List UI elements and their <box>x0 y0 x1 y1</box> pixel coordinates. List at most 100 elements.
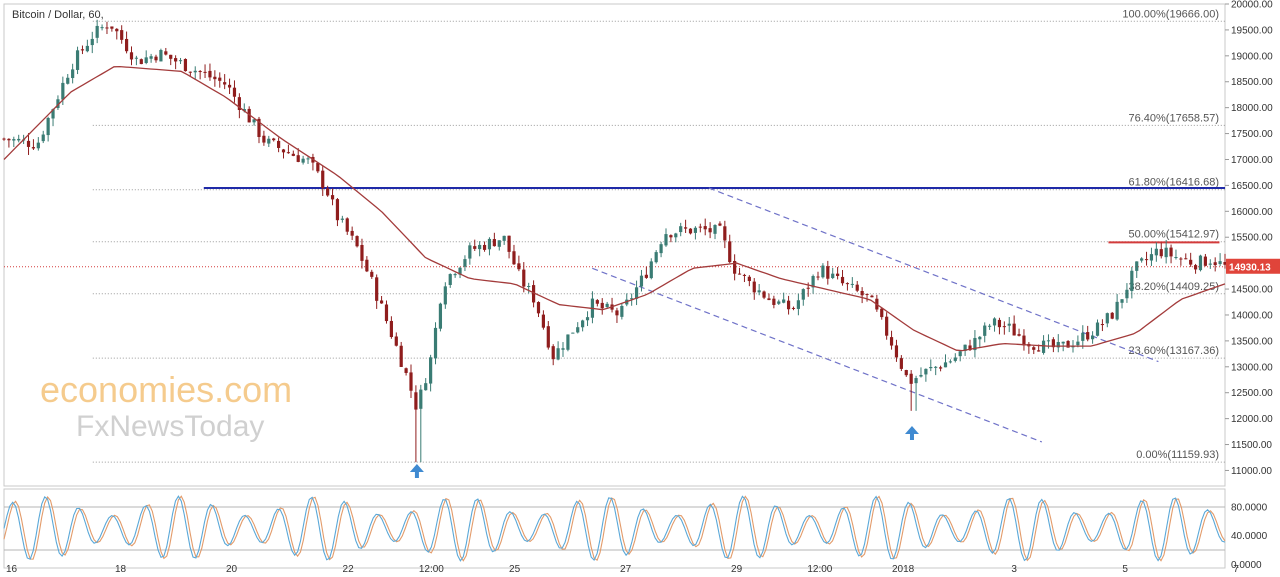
candle-body <box>585 317 590 321</box>
candle-body <box>1041 340 1046 353</box>
candle-body <box>296 155 300 162</box>
candle-body <box>992 318 997 326</box>
candle-body <box>595 300 599 304</box>
candle-body <box>301 158 305 163</box>
candle-body <box>938 367 943 369</box>
candle-body <box>326 188 330 196</box>
candle-body <box>384 304 389 322</box>
candle-body <box>639 275 644 287</box>
candle-body <box>522 269 526 287</box>
candle-body <box>963 344 967 351</box>
candle-body <box>257 118 261 138</box>
candle-body <box>737 273 742 275</box>
x-tick-label: 5 <box>1122 564 1128 575</box>
candle-body <box>188 71 192 73</box>
candle-body <box>845 283 850 285</box>
candle-body <box>684 227 688 229</box>
candle-body <box>713 225 717 234</box>
candle-body <box>806 287 810 289</box>
candle-body <box>458 267 462 275</box>
candle-body <box>129 52 134 60</box>
watermark-line2: FxNewsToday <box>76 410 264 443</box>
candle-body <box>1140 258 1144 261</box>
candle-body <box>394 336 398 346</box>
candle-body <box>1174 257 1178 259</box>
fib-level-label: 76.40%(17658.57) <box>1128 112 1219 124</box>
candle-body <box>1198 255 1203 271</box>
candle-body <box>247 108 251 123</box>
candle-body <box>448 274 452 285</box>
oscillator-tick-label: 80.0000 <box>1231 502 1268 513</box>
candle-body <box>1100 324 1105 326</box>
candle-body <box>1223 261 1227 265</box>
candle-body <box>414 392 418 410</box>
channel-upper-line <box>708 187 1159 363</box>
candle-body <box>786 300 791 310</box>
up-arrow-icon <box>904 426 919 440</box>
chart-title: Bitcoin / Dollar, 60, <box>12 9 104 21</box>
candle-body <box>757 290 761 293</box>
candle-body <box>95 25 99 38</box>
last-price-label: 14930.13 <box>1229 262 1271 273</box>
candle-body <box>531 285 536 303</box>
candle-body <box>1007 323 1011 326</box>
x-tick-label: 22 <box>343 564 355 575</box>
candle-body <box>703 226 707 230</box>
candle-body <box>80 49 85 51</box>
candle-body <box>1002 326 1006 328</box>
candle-body <box>365 259 369 272</box>
y-tick-label: 18000.00 <box>1231 103 1273 114</box>
candle-body <box>502 235 506 241</box>
x-tick-label: 12:00 <box>807 564 832 575</box>
candle-body <box>164 51 168 55</box>
candle-body <box>571 332 575 334</box>
candle-body <box>1164 247 1168 258</box>
candle-body <box>183 58 188 72</box>
fib-level-label: 0.00%(11159.93) <box>1136 449 1219 461</box>
candle-body <box>546 326 550 348</box>
candle-body <box>1169 247 1173 257</box>
candle-body <box>144 57 148 64</box>
candle-body <box>988 325 992 327</box>
candle-body <box>281 149 286 153</box>
candle-body <box>507 235 511 252</box>
candle-body <box>948 361 952 363</box>
candle-body <box>105 27 109 29</box>
fib-level-label: 50.00%(15412.97) <box>1128 229 1219 241</box>
y-tick-label: 11000.00 <box>1231 466 1272 477</box>
candle-body <box>747 276 751 282</box>
candle-body <box>777 301 781 304</box>
candle-body <box>41 134 45 142</box>
candle-body <box>674 233 678 238</box>
candle-body <box>605 303 609 308</box>
candle-body <box>404 368 408 373</box>
candle-body <box>943 362 948 368</box>
candle-body <box>497 240 501 247</box>
stochastic-d-line <box>3 495 1226 562</box>
candle-body <box>56 99 60 109</box>
y-tick-label: 16500.00 <box>1231 181 1273 192</box>
candle-body <box>1208 263 1212 265</box>
candle-body <box>149 56 153 59</box>
candle-body <box>26 140 31 147</box>
y-tick-label: 12000.00 <box>1231 414 1273 425</box>
candle-body <box>551 346 555 360</box>
y-tick-label: 19000.00 <box>1231 51 1273 62</box>
candle-body <box>1056 341 1060 348</box>
candle-body <box>1061 341 1065 344</box>
candle-body <box>1095 322 1100 336</box>
candle-body <box>154 56 158 61</box>
y-tick-label: 14000.00 <box>1231 310 1273 321</box>
candle-body <box>1076 341 1080 346</box>
candle-body <box>252 119 256 123</box>
y-tick-label: 17500.00 <box>1231 129 1273 140</box>
candle-body <box>277 140 281 148</box>
stochastic-k-line <box>3 495 1226 562</box>
candle-body <box>536 302 541 314</box>
candle-body <box>419 389 423 409</box>
candle-body <box>237 97 241 110</box>
candle-body <box>463 259 467 267</box>
candle-body <box>232 87 237 97</box>
candle-body <box>679 226 683 233</box>
